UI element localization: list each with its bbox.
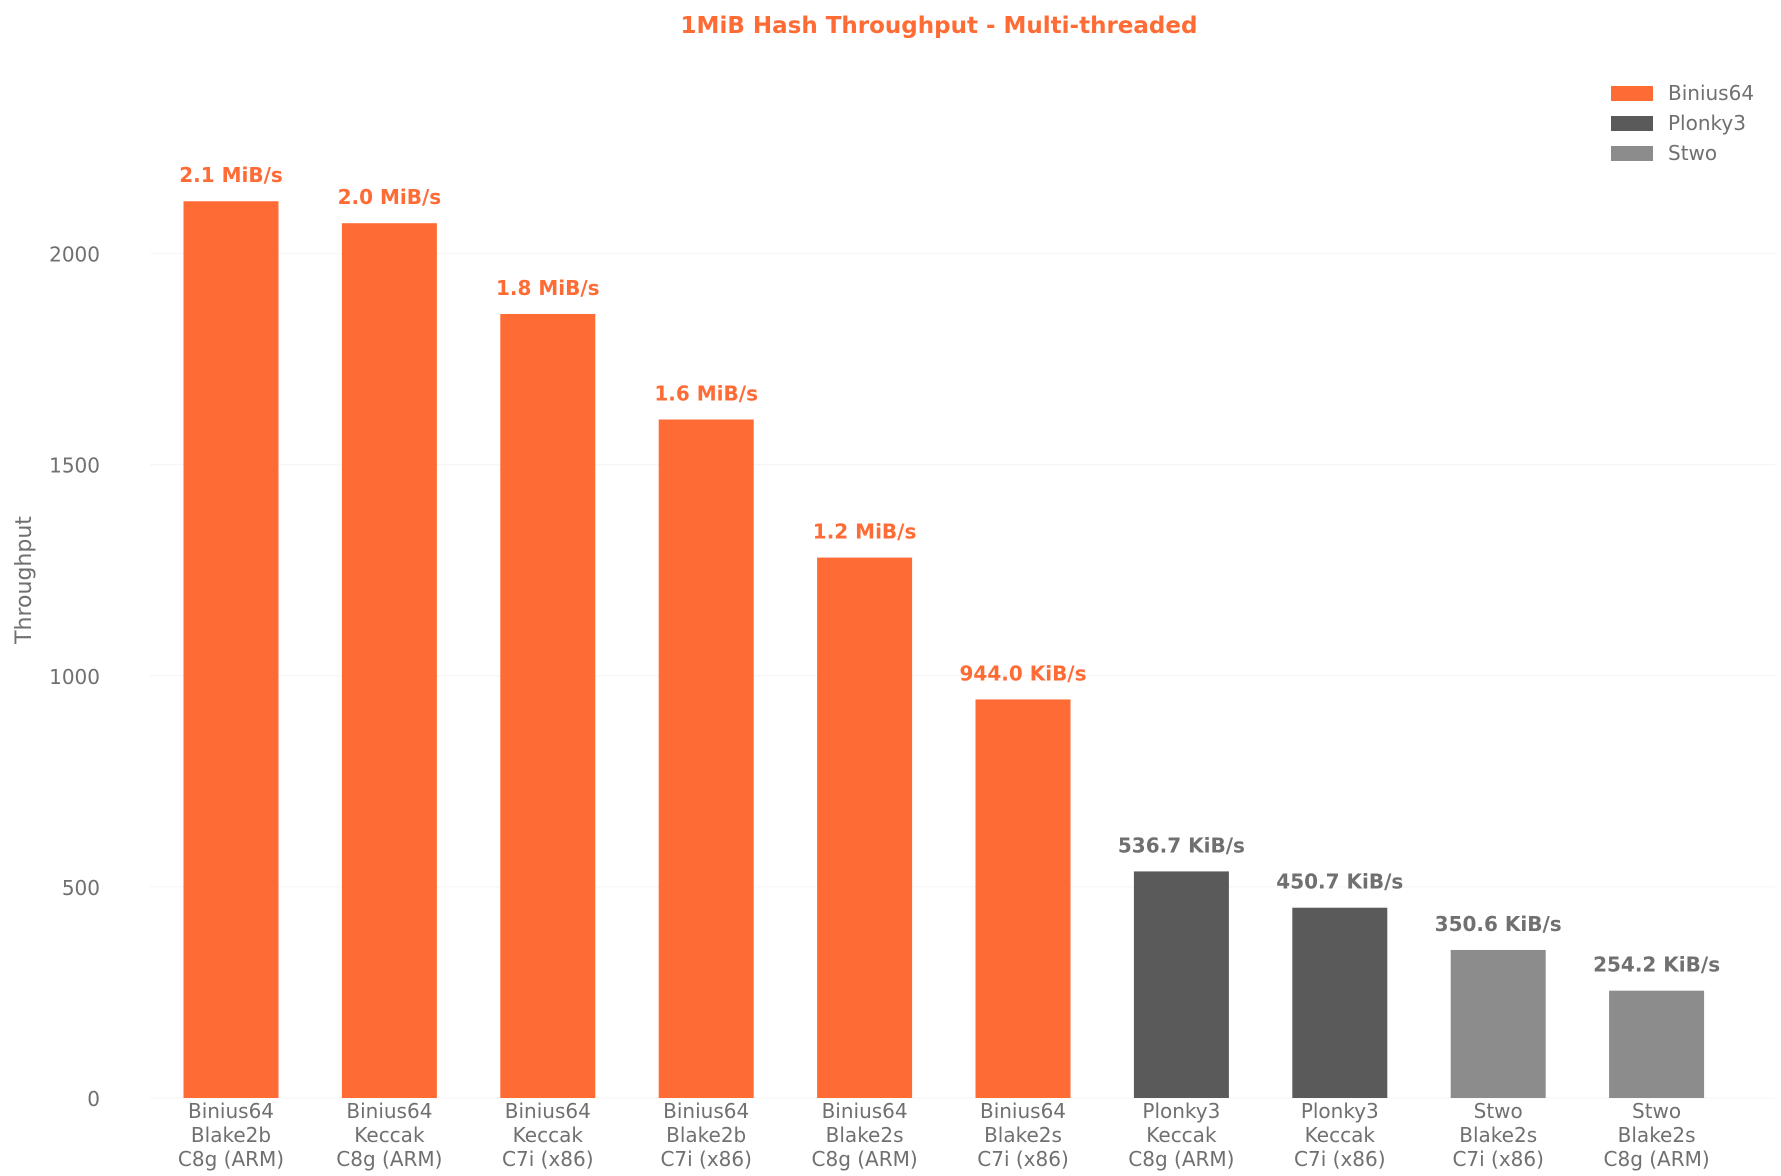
bar-value-label: 2.0 MiB/s [338,185,442,209]
bar-value-label: 254.2 KiB/s [1593,953,1720,977]
x-tick-label: Blake2s [1459,1123,1537,1147]
y-tick-label: 2000 [49,243,100,267]
x-tick-label: C7i (x86) [660,1147,752,1171]
x-tick-label: C7i (x86) [1294,1147,1386,1171]
legend-swatch [1611,86,1653,101]
x-tick-label: Blake2s [984,1123,1062,1147]
x-tick-label: C8g (ARM) [1128,1147,1234,1171]
y-tick-label: 1000 [49,665,100,689]
bar [1450,949,1546,1098]
x-tick-label: C7i (x86) [977,1147,1069,1171]
bar-value-label: 1.2 MiB/s [813,520,917,544]
bar [975,699,1071,1098]
bar [1292,907,1388,1098]
x-tick-label: C8g (ARM) [336,1147,442,1171]
legend-swatch [1611,116,1653,131]
x-tick-label: C7i (x86) [1452,1147,1544,1171]
bar-value-label: 450.7 KiB/s [1276,870,1403,894]
bar-value-label: 944.0 KiB/s [959,661,1086,685]
x-tick-label: C7i (x86) [502,1147,594,1171]
x-tick-label: Binius64 [346,1099,432,1123]
x-tick-label: C8g (ARM) [1604,1147,1710,1171]
x-tick-label: Keccak [513,1123,584,1147]
x-tick-label: Blake2s [1618,1123,1696,1147]
bars [183,201,1705,1098]
y-tick-label: 1500 [49,454,100,478]
bar [817,557,913,1098]
x-tick-label: Plonky3 [1301,1099,1379,1123]
bar [1609,990,1705,1098]
bar-value-label: 1.6 MiB/s [654,382,758,406]
chart-title: 1MiB Hash Throughput - Multi-threaded [681,13,1198,39]
legend-swatch [1611,146,1653,161]
x-tick-label: Plonky3 [1142,1099,1220,1123]
x-tick-label: Blake2s [826,1123,904,1147]
bar-value-label: 536.7 KiB/s [1118,833,1245,857]
bar [1133,871,1229,1098]
bar-value-label: 1.8 MiB/s [496,276,600,300]
x-tick-label: Binius64 [663,1099,749,1123]
x-tick-label: Keccak [354,1123,425,1147]
legend-label: Stwo [1668,141,1717,165]
x-tick-label: Blake2b [191,1123,271,1147]
x-tick-label: Keccak [1305,1123,1376,1147]
bar-value-labels: 2.1 MiB/s 2.0 MiB/s 1.8 MiB/s 1.6 MiB/s 1.2 … [179,163,1720,976]
x-tick-label: C8g (ARM) [178,1147,284,1171]
bar [658,419,754,1098]
x-tick-label: Binius64 [505,1099,591,1123]
legend-label: Plonky3 [1668,111,1746,135]
x-tick-label: C8g (ARM) [812,1147,918,1171]
x-tick-label: Binius64 [980,1099,1066,1123]
y-tick-label: 500 [62,876,100,900]
bar [341,223,437,1098]
bar [183,201,279,1098]
x-tick-label: Keccak [1146,1123,1217,1147]
y-tick-label: 0 [87,1087,100,1111]
y-axis-ticks: 0 500 1000 1500 2000 [49,243,100,1111]
bar-value-label: 2.1 MiB/s [179,163,283,187]
y-axis-title: Throughput [12,516,37,645]
x-tick-label: Blake2b [666,1123,746,1147]
x-tick-label: Stwo [1632,1099,1681,1123]
legend: Binius64 Plonky3 Stwo [1611,81,1754,165]
legend-label: Binius64 [1668,81,1754,105]
bar [500,313,596,1098]
x-tick-label: Stwo [1474,1099,1523,1123]
x-tick-label: Binius64 [822,1099,908,1123]
bar-value-label: 350.6 KiB/s [1435,912,1562,936]
x-tick-label: Binius64 [188,1099,274,1123]
